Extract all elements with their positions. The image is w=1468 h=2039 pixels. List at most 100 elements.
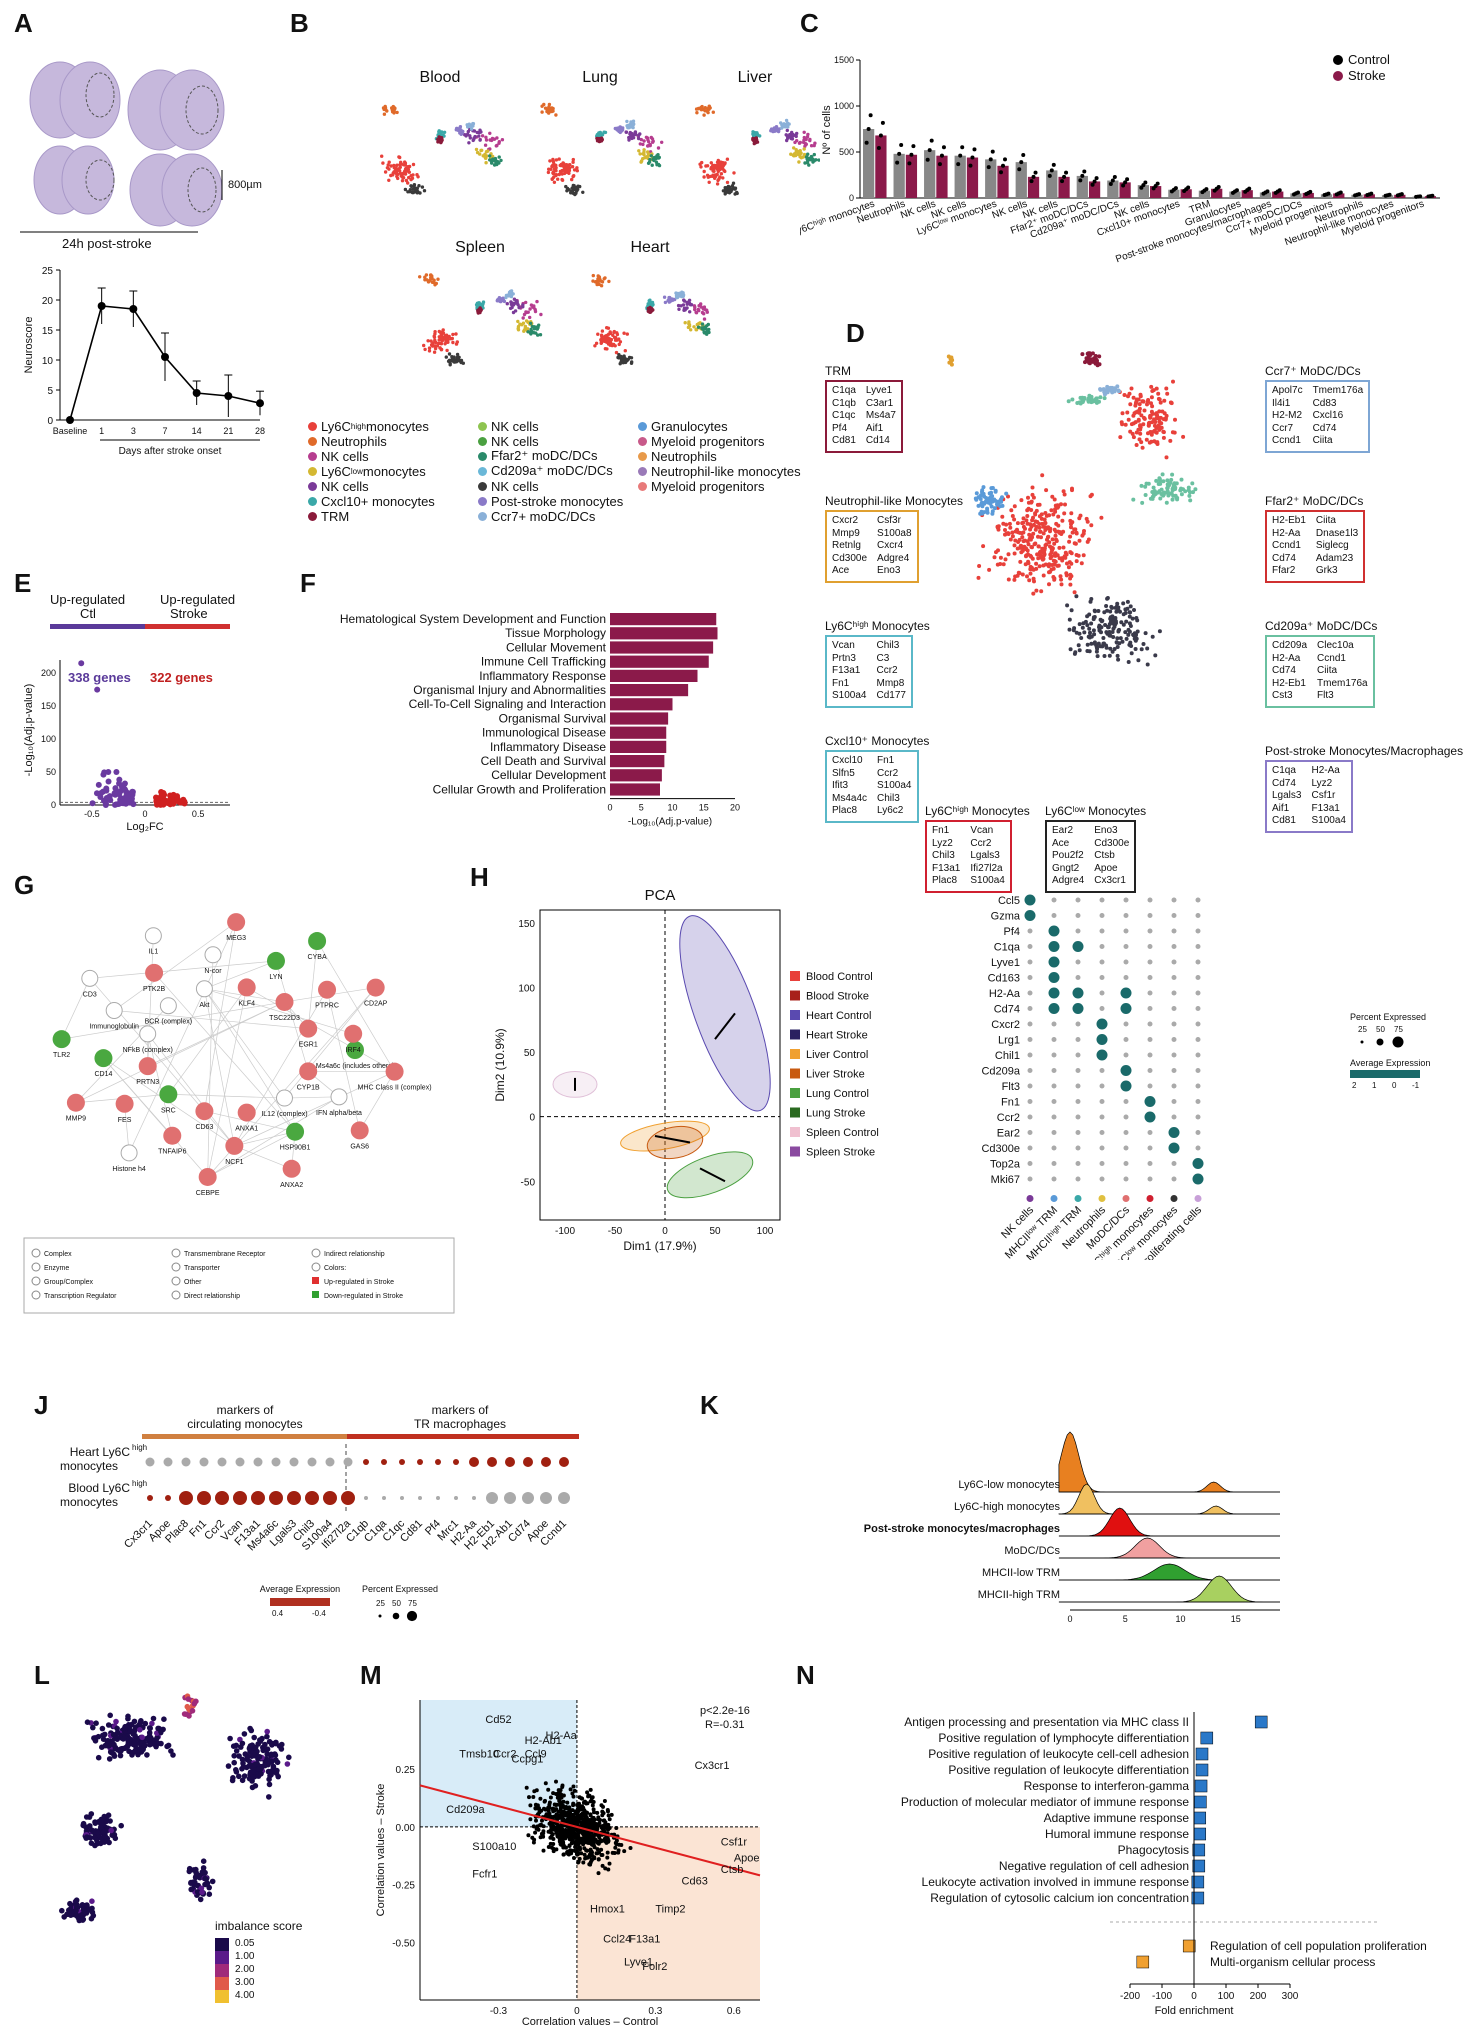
- expression-dot: [1027, 975, 1033, 980]
- cell-dot: [1133, 420, 1138, 425]
- cell-dot: [974, 497, 979, 502]
- cell-dot: [1142, 408, 1147, 413]
- marker-gene: H2-Eb1: [1272, 677, 1306, 689]
- gene-annotation: Ctsb: [721, 1864, 744, 1876]
- legend-value: 25: [376, 1599, 385, 1608]
- node-label: MMP9: [66, 1116, 86, 1123]
- cell-dot: [1053, 509, 1058, 514]
- cell-dot: [1135, 629, 1140, 634]
- replicate-point: [1033, 170, 1038, 175]
- blood-dot: [179, 1491, 193, 1505]
- stroke-bar: [145, 624, 230, 629]
- node-label: IL1: [148, 949, 158, 956]
- cell-dot: [614, 350, 619, 355]
- gene-point: [593, 1832, 598, 1837]
- pathway-bar: [610, 698, 673, 711]
- cell-dot: [233, 1767, 239, 1773]
- cell-dot: [1118, 435, 1123, 440]
- cell-dot: [720, 160, 725, 165]
- gene-annotation: Timp2: [655, 1903, 685, 1915]
- cell-dot: [495, 143, 499, 148]
- cell-dot: [990, 486, 995, 490]
- marker-gene: Aif1: [865, 422, 884, 434]
- marker-gene: C1qb: [832, 397, 856, 409]
- cell-dot: [1074, 559, 1079, 564]
- cell-dot: [465, 132, 470, 136]
- cell-dot: [1124, 636, 1129, 641]
- legend-swatch: [790, 990, 800, 1001]
- cell-dot: [231, 1753, 237, 1759]
- cell-dot: [998, 555, 1003, 560]
- cell-dot: [122, 1723, 128, 1730]
- cell-dot: [1077, 538, 1082, 543]
- gene-point: [606, 1867, 611, 1872]
- cell-dot: [106, 1756, 113, 1762]
- cell-dot: [239, 1756, 246, 1763]
- cell-dot: [1074, 630, 1079, 635]
- cell-dot: [250, 1774, 256, 1781]
- cell-dot: [1080, 352, 1085, 357]
- cell-dot: [597, 275, 602, 279]
- cell-dot: [1036, 544, 1041, 549]
- cell-dot: [239, 1777, 246, 1784]
- legend-title: Percent Expressed: [362, 1584, 438, 1594]
- node-label: ANXA2: [280, 1182, 303, 1189]
- cell-dot: [1050, 545, 1054, 550]
- cell-dot: [1021, 516, 1026, 521]
- cell-dot: [439, 342, 444, 346]
- edge: [168, 987, 247, 1095]
- y-tick-label: 0.00: [396, 1823, 416, 1834]
- edge: [147, 935, 154, 1067]
- cell-dot: [137, 1719, 144, 1726]
- correlation-scatter: -0.3 0 0.3 0.6-0.50-0.250.000.25p<2.2e-16R=…: [375, 1700, 761, 2028]
- cell-dot: [137, 1746, 144, 1752]
- cell-dot: [642, 152, 646, 157]
- cell-dot: [725, 157, 730, 161]
- gene-point: [590, 1817, 595, 1821]
- marker-gene: Ccr2: [876, 665, 898, 676]
- cell-dot: [1039, 512, 1044, 517]
- legend-item: NK cells: [308, 478, 478, 494]
- cell-dot: [1040, 557, 1045, 562]
- x-tick-label: 7: [162, 426, 167, 436]
- expression-dot: [1051, 1037, 1057, 1042]
- cell-dot: [566, 165, 570, 169]
- go-term-label: Positive regulation of leukocyte differe…: [948, 1763, 1189, 1777]
- cell-dot: [1048, 556, 1053, 561]
- cluster-box-title: Ly6Cˡᵒʷ Monocytes: [1045, 804, 1147, 818]
- marker-gene: S100a4: [970, 875, 1005, 886]
- legend-title: Average Expression: [1350, 1058, 1430, 1068]
- header-circulating-2: circulating monocytes: [187, 1417, 302, 1431]
- panel-label-a: A: [14, 8, 33, 38]
- cell-dot: [1146, 431, 1150, 436]
- replicate-point: [972, 147, 977, 152]
- gene-point: [543, 1781, 548, 1786]
- edge: [61, 1001, 285, 1040]
- go-term-label: Regulation of cytosolic calcium ion conc…: [930, 1891, 1189, 1905]
- cell-dot: [802, 147, 806, 151]
- marker-gene: Siglecg: [1315, 540, 1349, 551]
- cell-dot: [1145, 646, 1150, 651]
- bar-control: [924, 150, 936, 198]
- network-node: [366, 978, 385, 997]
- cell-dot: [990, 509, 995, 514]
- cell-dot: [685, 302, 689, 306]
- cell-dot: [1082, 529, 1086, 533]
- enrichment-marker: [1191, 1891, 1205, 1905]
- cell-dot: [529, 327, 533, 332]
- cell-dot: [1036, 534, 1040, 539]
- edge: [284, 1096, 340, 1099]
- cell-dot: [415, 186, 419, 190]
- marker-gene: Plac8: [832, 805, 858, 816]
- node-label: GAS6: [350, 1143, 369, 1150]
- cell-dot: [1168, 491, 1173, 496]
- cell-dot: [1162, 490, 1166, 495]
- blood-dot: [436, 1496, 440, 1500]
- cell-dot: [1127, 614, 1132, 619]
- cell-dot: [1056, 514, 1061, 519]
- marker-gene: Cst3: [1272, 690, 1293, 701]
- legend-item: NK cells: [478, 418, 638, 434]
- cell-dot: [641, 142, 645, 147]
- umap-liver: [694, 104, 821, 196]
